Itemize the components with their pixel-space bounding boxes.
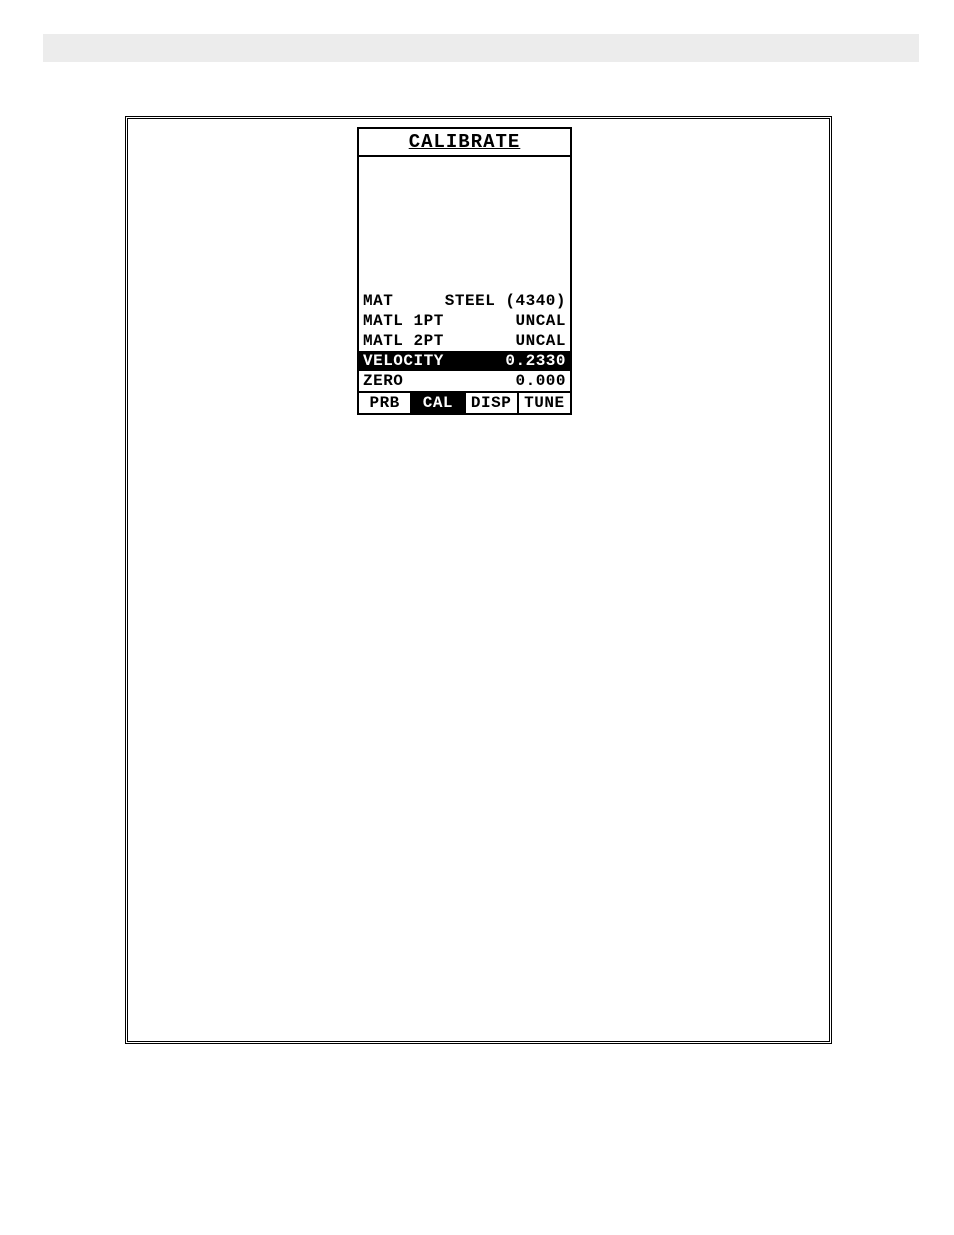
menu-row-matl-2pt[interactable]: MATL 2PT UNCAL [359, 331, 570, 351]
row-value: UNCAL [515, 331, 566, 351]
screen-title: CALIBRATE [359, 129, 570, 157]
tab-cal[interactable]: CAL [412, 393, 465, 413]
row-label: MATL 1PT [363, 311, 444, 331]
lcd-screen: CALIBRATE MATSTEEL (4340)MATL 1PTUNCALMA… [357, 127, 572, 415]
tab-disp[interactable]: DISP [466, 393, 519, 413]
menu-row-matl-1pt[interactable]: MATL 1PT UNCAL [359, 311, 570, 331]
row-value: STEEL (4340) [445, 291, 566, 311]
tab-bar: PRBCALDISPTUNE [359, 391, 570, 413]
document-frame: CALIBRATE MATSTEEL (4340)MATL 1PTUNCALMA… [125, 116, 832, 1044]
row-label: ZERO [363, 371, 403, 391]
menu-row-zero[interactable]: ZERO 0.000 [359, 371, 570, 391]
row-value: UNCAL [515, 311, 566, 331]
tab-prb[interactable]: PRB [359, 393, 412, 413]
row-label: VELOCITY [363, 351, 444, 371]
screen-blank-area [359, 157, 570, 291]
row-value: 0.000 [515, 371, 566, 391]
row-label: MAT [363, 291, 393, 311]
menu-row-mat[interactable]: MAT STEEL (4340) [359, 291, 570, 311]
row-label: MATL 2PT [363, 331, 444, 351]
row-value: 0.2330 [505, 351, 566, 371]
header-bar [43, 34, 919, 62]
menu-row-velocity[interactable]: VELOCITY 0.2330 [359, 351, 570, 371]
tab-tune[interactable]: TUNE [519, 393, 570, 413]
